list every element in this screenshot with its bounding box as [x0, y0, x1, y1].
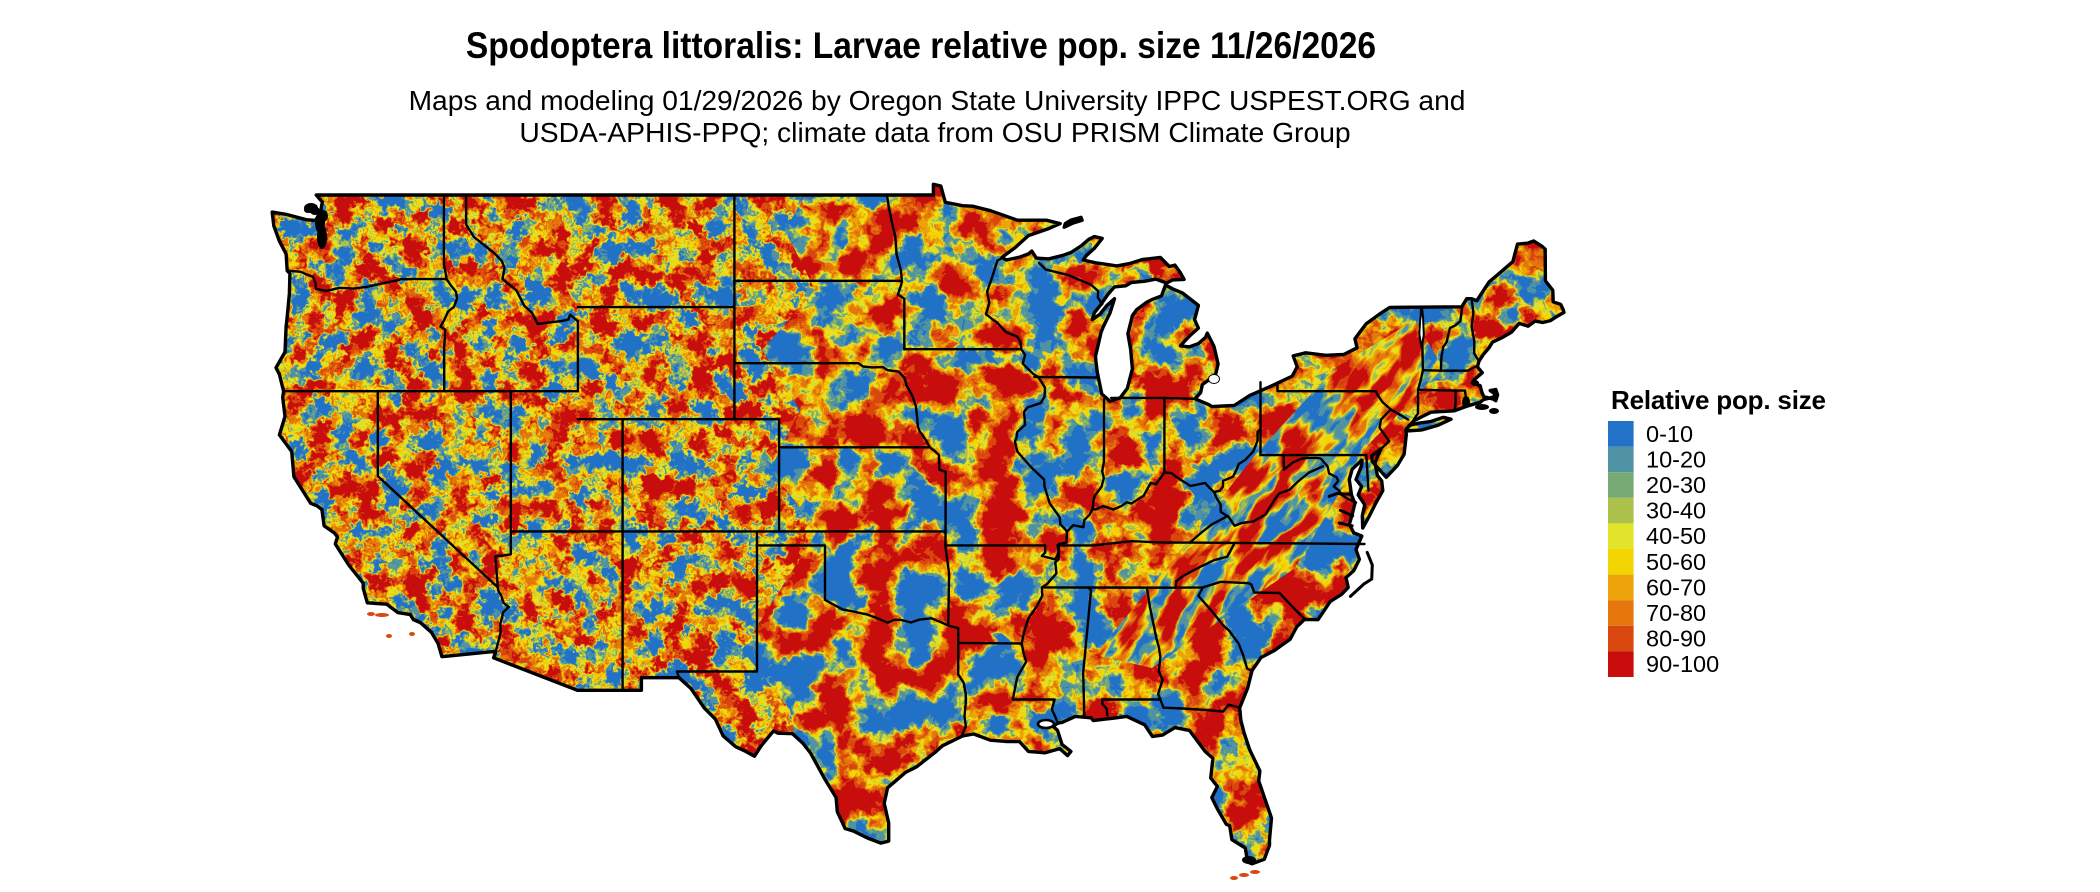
svg-text:10-20: 10-20: [1646, 446, 1706, 472]
svg-text:90-100: 90-100: [1646, 651, 1719, 677]
svg-text:Relative pop. size: Relative pop. size: [1611, 385, 1826, 415]
svg-text:80-90: 80-90: [1646, 626, 1706, 652]
svg-text:50-60: 50-60: [1646, 549, 1706, 575]
svg-text:70-80: 70-80: [1646, 600, 1706, 626]
svg-text:40-50: 40-50: [1646, 523, 1706, 549]
svg-text:30-40: 30-40: [1646, 498, 1706, 524]
svg-text:60-70: 60-70: [1646, 574, 1706, 600]
svg-text:20-30: 20-30: [1646, 472, 1706, 498]
svg-text:0-10: 0-10: [1646, 421, 1693, 447]
